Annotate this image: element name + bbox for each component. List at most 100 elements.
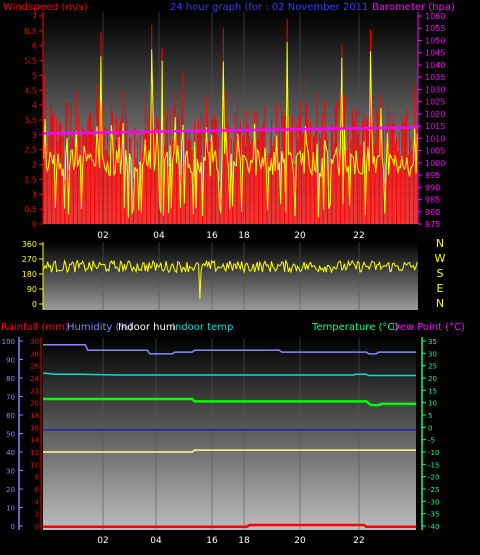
rain-tick-label: 14 (30, 437, 39, 445)
humidity-tick-label: 30 (6, 468, 15, 476)
baro-tick-label: 975 (425, 220, 440, 229)
top-series (42, 18, 419, 224)
rain-tick-label: 8 (35, 474, 39, 482)
baro-tick-label: 1020 (425, 110, 445, 119)
humidity-tick-label: 10 (6, 505, 15, 513)
baro-tick-label: 1025 (425, 98, 445, 107)
baro-tick-label: 1060 (425, 12, 445, 21)
direction-series (43, 258, 418, 300)
wind-speed-line (43, 42, 418, 218)
wind-tick-label: 7 (32, 12, 37, 21)
rain-tick-label: 16 (30, 424, 39, 432)
bottom-x-tick-label: 02 (97, 536, 108, 546)
rain-tick-label: 20 (30, 400, 39, 408)
baro-tick-label: 1000 (425, 159, 445, 168)
rain-tick-label: 24 (30, 375, 39, 383)
bottom-x-tick-label: 22 (353, 536, 364, 546)
wind-tick-label: 1.5 (24, 175, 37, 184)
barometer-line (42, 126, 419, 135)
humidity-tick-label: 50 (6, 431, 15, 439)
bottom-series (42, 343, 416, 529)
wind-direction-line (43, 258, 418, 300)
rain-tick-label: 10 (30, 461, 39, 469)
rain-tick-label: 26 (30, 363, 39, 371)
wind-tick-label: 3.5 (24, 116, 37, 125)
baro-tick-label: 990 (425, 183, 440, 192)
compass-label: W (435, 252, 446, 265)
barometer-axis-title: Barometer (hpa) (372, 2, 455, 13)
compass-label: S (437, 267, 444, 280)
series-dew-point-c (42, 372, 416, 377)
temperature-tick-label: 35 (428, 338, 437, 346)
temperature-tick-label: 15 (428, 387, 437, 395)
wind-tick-label: 5.5 (24, 57, 37, 66)
top-x-tick-label: 20 (294, 231, 306, 241)
humidity-axis-title: Humidity (%) (67, 322, 133, 333)
baro-tick-label: 1055 (425, 24, 445, 33)
rain-tick-label: 28 (30, 350, 39, 358)
baro-tick-label: 985 (425, 196, 440, 205)
rainfall-axis-title: Rainfall (mm) (1, 322, 69, 333)
series-indoor-temp (43, 449, 416, 453)
temperature-tick-label: 20 (428, 375, 437, 383)
baro-tick-label: 1005 (425, 147, 445, 156)
wind-tick-label: 6.5 (24, 27, 37, 36)
wind-tick-label: 2 (32, 161, 37, 170)
rain-tick-label: 6 (35, 486, 40, 494)
direction-plot-background (43, 242, 418, 310)
wind-tick-label: 3 (32, 131, 37, 140)
direction-tick-label: 180 (22, 270, 37, 279)
humidity-tick-label: 70 (6, 394, 15, 402)
graph-title: 24 hour graph (for : 02 November 2011 (170, 2, 368, 13)
dew-point-axis-title: Dew Point (°C) (392, 322, 465, 333)
series-rainfall-mm (43, 523, 416, 529)
temperature-tick-label: 10 (428, 400, 437, 408)
direction-tick-label: 0 (32, 300, 37, 309)
series-humidity (43, 343, 416, 355)
bottom-axes: 1009080706050403020100302826242220181614… (2, 337, 439, 546)
rain-humidity-temperature-panel: 1009080706050403020100302826242220181614… (2, 337, 439, 546)
temperature-tick-label: -30 (428, 498, 439, 506)
rain-tick-label: 22 (30, 387, 39, 395)
bottom-x-tick-label: 20 (294, 536, 306, 546)
baro-tick-label: 980 (425, 208, 440, 217)
temperature-tick-label: -20 (428, 474, 439, 482)
temperature-tick-label: -35 (428, 511, 439, 519)
wind-tick-label: 0 (32, 220, 37, 229)
bottom-plot-background (43, 337, 416, 530)
rain-tick-label: 18 (30, 412, 39, 420)
rain-tick-label: 12 (30, 449, 39, 457)
baro-tick-label: 995 (425, 171, 440, 180)
rain-tick-label: 30 (30, 338, 39, 346)
bottom-x-tick-label: 04 (150, 536, 162, 546)
temperature-tick-label: -25 (428, 486, 439, 494)
wind-tick-label: 0.5 (24, 205, 37, 214)
top-x-tick-label: 16 (206, 231, 218, 241)
temperature-tick-label: -40 (428, 523, 439, 531)
rain-tick-label: 0 (35, 523, 39, 531)
top-x-tick-label: 02 (97, 231, 108, 241)
temperature-tick-label: -10 (428, 449, 439, 457)
direction-tick-label: 360 (22, 240, 37, 249)
wind-tick-label: 2.5 (24, 146, 37, 155)
humidity-tick-label: 0 (11, 523, 15, 531)
bottom-grid (102, 337, 360, 530)
wind-tick-label: 5 (32, 71, 37, 80)
windspeed-axis-title: Windspeed (m/s) (3, 2, 88, 13)
baro-tick-label: 1010 (425, 134, 445, 143)
direction-grid (102, 242, 360, 310)
indoor-hum-label: Indoor hum (118, 322, 176, 333)
compass-label: E (437, 282, 444, 295)
wind-barometer-panel: 7 6.5 6 5.5 5 4.5 4 3.5 3 2.5 2 1.5 1 0.5 0 1060 1055 105… (24, 12, 445, 241)
top-x-tick-label: 18 (238, 231, 250, 241)
humidity-tick-label: 90 (6, 357, 15, 365)
rain-tick-label: 4 (35, 498, 40, 506)
top-axes: 7 6.5 6 5.5 5 4.5 4 3.5 3 2.5 2 1.5 1 0.5 0 1060 1055 105… (24, 12, 445, 241)
series-temperature-c (43, 397, 416, 407)
top-x-tick-label: 04 (153, 231, 165, 241)
compass-label: N (436, 237, 444, 250)
humidity-tick-label: 80 (6, 375, 15, 383)
temperature-tick-label: 5 (428, 412, 432, 420)
